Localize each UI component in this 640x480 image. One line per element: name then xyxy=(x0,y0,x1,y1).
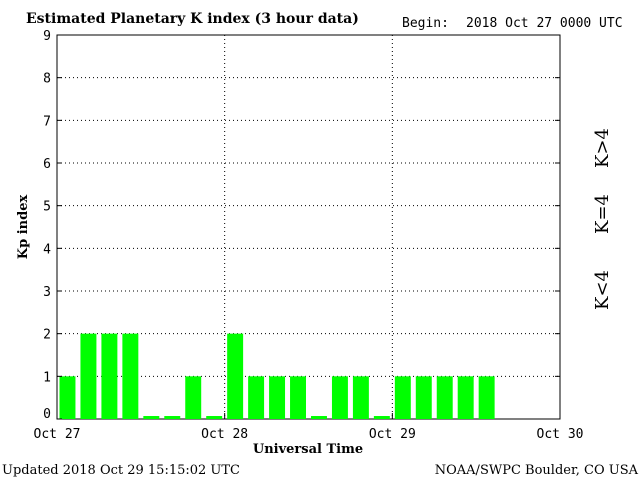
legend-k-equal-4: K=4 xyxy=(592,194,613,234)
kp-bar xyxy=(331,376,348,419)
kp-bar xyxy=(206,416,223,419)
kp-bar xyxy=(436,376,453,419)
y-tick-label: 7 xyxy=(43,114,51,129)
y-tick-label: 0 xyxy=(43,407,51,422)
y-tick-label: 1 xyxy=(43,370,51,385)
source-text: NOAA/SWPC Boulder, CO USA xyxy=(435,463,639,478)
kp-bar xyxy=(227,333,244,419)
legend-k-less-4: K<4 xyxy=(592,270,613,310)
y-tick-label: 5 xyxy=(43,200,51,215)
begin-value: 2018 Oct 27 0000 UTC xyxy=(466,16,623,31)
x-tick-label: Oct 29 xyxy=(369,427,416,442)
kp-bar xyxy=(101,333,118,419)
plot-area xyxy=(56,34,561,420)
x-tick-label: Oct 28 xyxy=(201,427,248,442)
y-axis-ticks: 0 1 2 3 4 5 6 7 8 9 xyxy=(43,29,560,422)
chart-title: Estimated Planetary K index (3 hour data… xyxy=(26,11,359,27)
x-tick-label: Oct 30 xyxy=(537,427,584,442)
kp-bar xyxy=(373,416,390,419)
kp-bar xyxy=(478,376,495,419)
x-axis-ticks: Oct 27 Oct 28 Oct 29 Oct 30 xyxy=(34,413,584,442)
kp-bar xyxy=(311,416,327,419)
kp-bar xyxy=(394,376,411,419)
kp-bar xyxy=(269,376,286,419)
y-tick-label: 4 xyxy=(43,242,51,257)
kp-bar xyxy=(185,376,202,419)
y-axis-label: Kp index xyxy=(16,195,31,260)
kp-bar xyxy=(80,333,97,419)
kp-bar xyxy=(164,416,181,419)
kp-bar xyxy=(457,376,474,419)
kp-bar xyxy=(248,376,265,419)
y-tick-label: 6 xyxy=(43,157,51,172)
legend-k-greater-4: K>4 xyxy=(592,128,613,168)
kp-bar xyxy=(415,376,432,419)
y-tick-label: 8 xyxy=(43,72,51,87)
kp-bar xyxy=(59,376,76,419)
x-axis-label: Universal Time xyxy=(253,442,363,457)
y-tick-label: 2 xyxy=(43,328,51,343)
kp-bar xyxy=(352,376,369,419)
begin-label: Begin: xyxy=(402,16,449,31)
y-tick-label: 3 xyxy=(43,285,51,300)
updated-text: Updated 2018 Oct 29 15:15:02 UTC xyxy=(2,463,240,478)
kp-bar xyxy=(143,416,160,419)
bars xyxy=(59,333,495,419)
y-tick-label: 9 xyxy=(43,29,51,44)
grid-lines xyxy=(57,35,560,419)
kp-bar xyxy=(122,333,139,419)
kp-bar xyxy=(290,376,306,419)
x-tick-label: Oct 27 xyxy=(34,427,81,442)
